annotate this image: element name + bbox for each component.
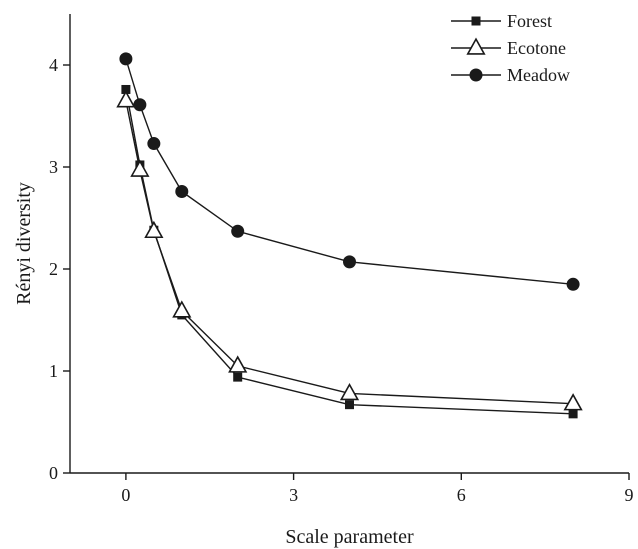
legend-entry-ecotone: Ecotone <box>451 37 566 58</box>
x-axis-title: Scale parameter <box>285 526 414 548</box>
data-point-ecotone <box>563 393 583 411</box>
data-point-forest <box>568 409 578 419</box>
data-point-meadow <box>566 277 580 291</box>
data-point-meadow <box>119 52 133 66</box>
data-point-meadow <box>133 98 147 112</box>
legend-label-forest: Forest <box>507 11 552 31</box>
data-point-ecotone <box>144 220 164 239</box>
data-point-meadow <box>175 184 189 198</box>
x-tick-label: 0 <box>121 485 130 505</box>
legend-marker-forest <box>471 16 481 26</box>
series-forest <box>121 84 578 419</box>
x-tick-label: 9 <box>625 485 634 505</box>
data-point-forest <box>121 84 131 94</box>
y-tick-label: 1 <box>49 361 58 381</box>
legend-marker-ecotone <box>466 37 486 55</box>
x-tick-label: 6 <box>457 485 466 505</box>
data-point-meadow <box>147 137 161 151</box>
series-line-meadow <box>125 58 574 285</box>
y-tick-label: 4 <box>49 55 58 75</box>
y-tick-label: 0 <box>49 463 58 483</box>
series-line-forest <box>125 89 574 415</box>
legend-entry-forest: Forest <box>451 11 552 31</box>
y-tick-label: 2 <box>49 259 58 279</box>
data-point-ecotone <box>172 300 192 318</box>
data-point-meadow <box>343 255 356 269</box>
data-point-meadow <box>231 224 245 238</box>
data-point-forest <box>233 372 243 382</box>
y-axis-title: Rényi diversity <box>13 182 35 305</box>
legend: Forest Ecotone Meadow <box>451 11 570 85</box>
data-point-ecotone <box>116 90 136 108</box>
series-meadow <box>119 52 580 291</box>
axes: 0 3 6 9 0 1 2 3 4 <box>49 14 634 505</box>
data-point-ecotone <box>339 382 360 401</box>
legend-label-meadow: Meadow <box>507 65 570 85</box>
data-point-ecotone <box>130 159 150 177</box>
series-layer <box>116 52 583 419</box>
y-tick-label: 3 <box>49 157 58 177</box>
data-point-forest <box>345 400 354 410</box>
legend-marker-meadow <box>469 68 483 82</box>
legend-label-ecotone: Ecotone <box>507 38 566 58</box>
series-line-ecotone <box>125 100 574 405</box>
series-ecotone <box>116 90 583 411</box>
data-point-ecotone <box>228 355 248 373</box>
x-tick-label: 3 <box>289 485 298 505</box>
legend-entry-meadow: Meadow <box>451 65 570 85</box>
